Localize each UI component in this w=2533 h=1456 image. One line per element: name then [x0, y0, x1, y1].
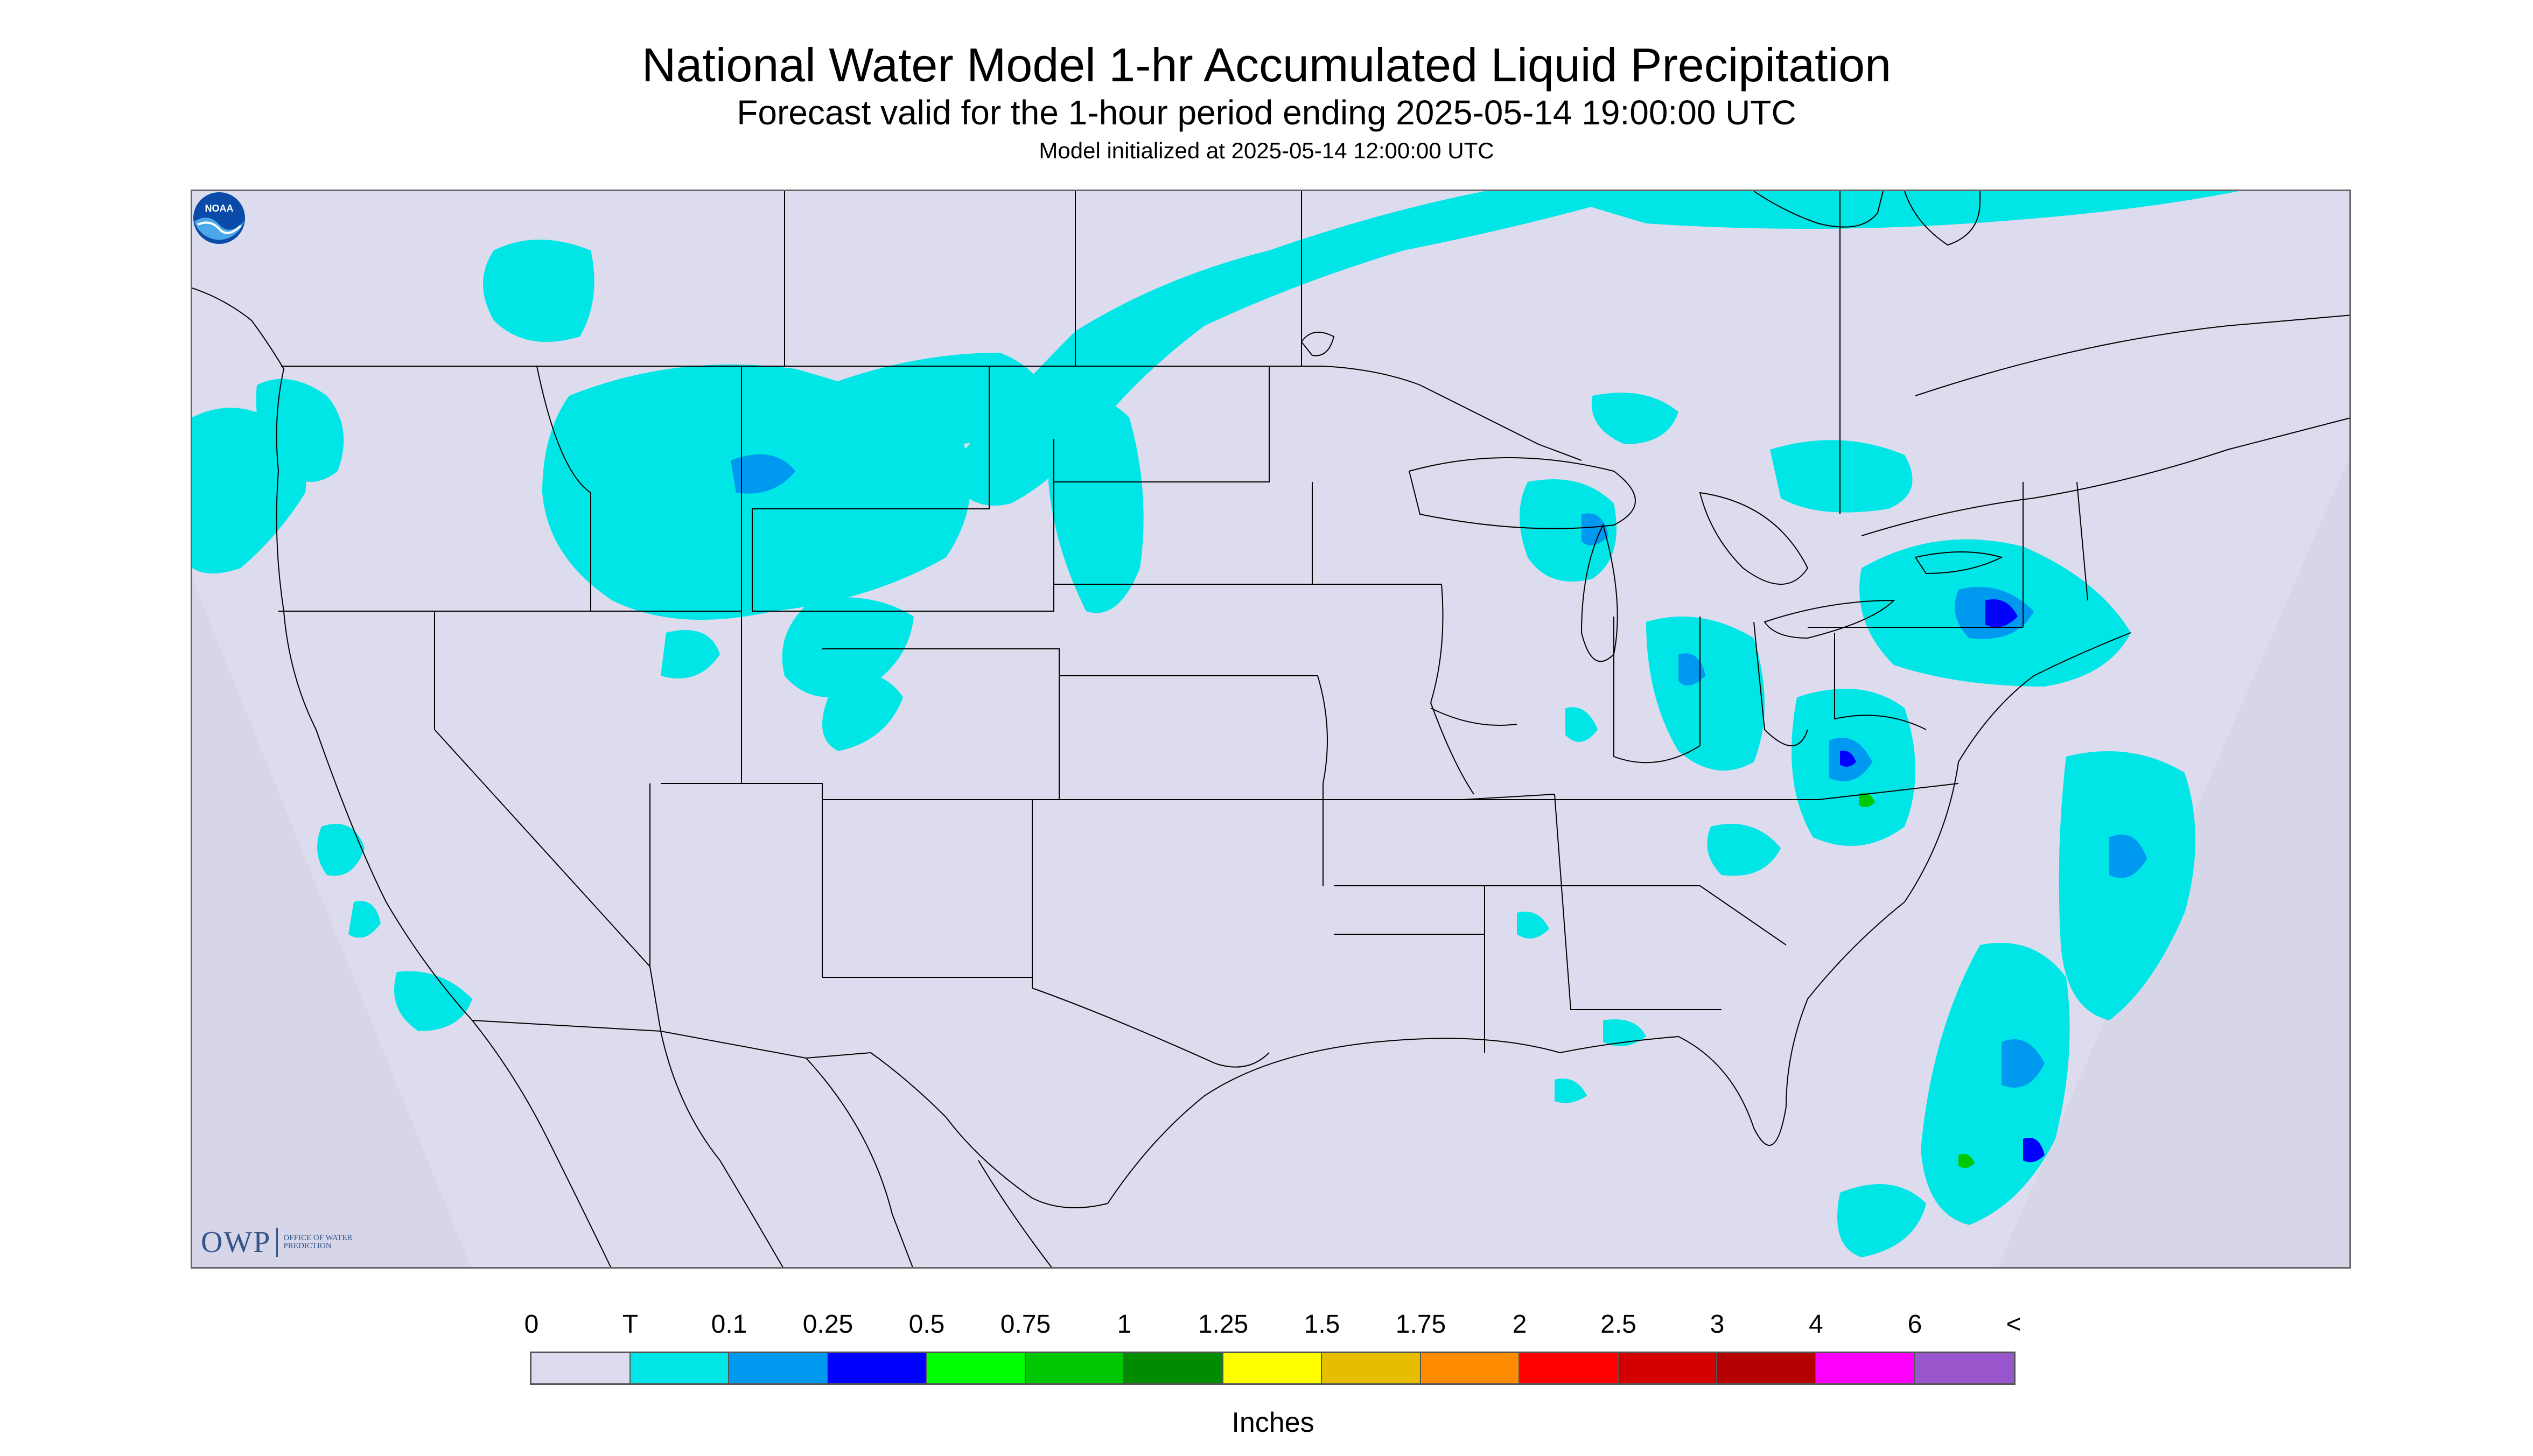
map-title: National Water Model 1-hr Accumulated Li…	[641, 38, 1892, 92]
legend-swatch	[1025, 1353, 1124, 1383]
domain-edge-west	[192, 579, 471, 1267]
legend-swatch	[1915, 1353, 2014, 1383]
legend-tick-label: <	[2006, 1310, 2021, 1339]
legend-tick-label: 0.25	[802, 1310, 853, 1339]
owp-logo-subtext: OFFICE OF WATER PREDICTION	[283, 1234, 353, 1250]
legend-tick-label: 6	[1907, 1310, 1922, 1339]
owp-logo-divider	[276, 1228, 278, 1257]
legend-swatch	[729, 1353, 828, 1383]
legend-tick-label: 0.5	[908, 1310, 945, 1339]
legend-tick-label: 3	[1710, 1310, 1725, 1339]
map-canvas	[192, 191, 2349, 1267]
map-subtitle: Forecast valid for the 1-hour period end…	[737, 93, 1796, 132]
legend-swatch	[1816, 1353, 1915, 1383]
legend-swatch	[1717, 1353, 1816, 1383]
legend-colorbar	[530, 1352, 2016, 1385]
legend-tick-label: T	[622, 1310, 639, 1339]
legend-tick-label: 1.25	[1198, 1310, 1249, 1339]
legend-swatch	[1124, 1353, 1223, 1383]
model-init-text: Model initialized at 2025-05-14 12:00:00…	[1039, 138, 1494, 163]
boundaries	[192, 191, 2349, 1267]
owp-logo: OWP OFFICE OF WATER PREDICTION	[201, 1225, 359, 1259]
legend-swatch	[630, 1353, 729, 1383]
legend-tick-label: 1.75	[1395, 1310, 1446, 1339]
legend-labels: 0 T 0.1 0.25 0.5 0.75 1 1.25 1.5 1.75 2 2.5 3 4 6 <	[524, 1310, 2021, 1342]
legend-swatch	[1618, 1353, 1717, 1383]
owp-logo-text: OWP	[201, 1226, 271, 1259]
color-legend: 0 T 0.1 0.25 0.5 0.75 1 1.25 1.5 1.75 2 2.5 3 4 6 < Inc…	[524, 1299, 2021, 1450]
legend-swatch	[1520, 1353, 1619, 1383]
legend-swatch	[927, 1353, 1026, 1383]
legend-tick-label: 2.5	[1600, 1310, 1636, 1339]
legend-tick-label: 1	[1117, 1310, 1132, 1339]
legend-tick-label: 1.5	[1304, 1310, 1340, 1339]
noaa-logo-icon: NOAA	[193, 192, 245, 244]
legend-swatch	[531, 1353, 631, 1383]
legend-tick-label: 4	[1809, 1310, 1823, 1339]
precip-areas	[192, 191, 2238, 1257]
legend-tick-label: 2	[1512, 1310, 1527, 1339]
legend-unit-label: Inches	[1231, 1407, 1314, 1438]
svg-text:NOAA: NOAA	[205, 203, 234, 214]
legend-swatch	[1322, 1353, 1421, 1383]
precipitation-map[interactable]: OWP OFFICE OF WATER PREDICTION NOAA	[191, 190, 2351, 1269]
legend-swatch	[1421, 1353, 1520, 1383]
legend-tick-label: 0.75	[1000, 1310, 1051, 1339]
legend-swatch	[828, 1353, 927, 1383]
legend-tick-label: 0.1	[711, 1310, 747, 1339]
legend-swatch	[1223, 1353, 1322, 1383]
legend-tick-label: 0	[524, 1310, 539, 1339]
